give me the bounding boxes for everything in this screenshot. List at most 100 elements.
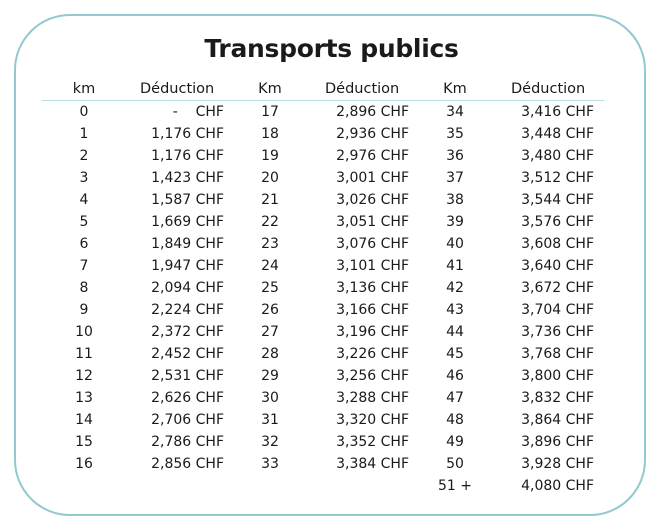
km-cell: 41 — [446, 258, 464, 274]
deduction-cell: 3,864 CHF — [521, 412, 594, 428]
deduction-cell: 3,352 CHF — [336, 434, 409, 450]
km-cell: 11 — [75, 346, 93, 362]
deduction-cell: 3,166 CHF — [336, 302, 409, 318]
deduction-cell: 2,626 CHF — [151, 390, 224, 406]
km-cell: 42 — [446, 280, 464, 296]
deduction-cell: 3,608 CHF — [521, 236, 594, 252]
deduction-cell: 1,947 CHF — [151, 258, 224, 274]
km-cell: 0 — [79, 104, 89, 120]
table-row: 7 1,947 CHF 24 3,101 CHF 41 3,640 CHF — [42, 255, 604, 277]
table-row: 13 2,626 CHF 30 3,288 CHF 47 3,832 CHF — [42, 387, 604, 409]
table-row: 14 2,706 CHF 31 3,320 CHF 48 3,864 CHF — [42, 409, 604, 431]
header-deduction-2: Déduction — [325, 81, 400, 97]
km-cell: 7 — [79, 258, 89, 274]
deduction-cell: 2,896 CHF — [336, 104, 409, 120]
deduction-cell: 3,832 CHF — [521, 390, 594, 406]
km-cell: 37 — [446, 170, 464, 186]
deduction-cell: 3,416 CHF — [521, 104, 594, 120]
km-cell: 27 — [261, 324, 279, 340]
km-cell: 26 — [261, 302, 279, 318]
km-cell: 47 — [446, 390, 464, 406]
table-row: 9 2,224 CHF 26 3,166 CHF 43 3,704 CHF — [42, 299, 604, 321]
km-cell: 13 — [75, 390, 93, 406]
page-title: Transports publics — [204, 34, 459, 63]
km-cell: 9 — [79, 302, 89, 318]
km-cell: 35 — [446, 126, 464, 142]
km-cell: 16 — [75, 456, 93, 472]
km-cell: 48 — [446, 412, 464, 428]
km-cell: 30 — [261, 390, 279, 406]
deduction-cell: 3,101 CHF — [336, 258, 409, 274]
table-row: 4 1,587 CHF 21 3,026 CHF 38 3,544 CHF — [42, 189, 604, 211]
deduction-cell: 3,704 CHF — [521, 302, 594, 318]
table-row: 11 2,452 CHF 28 3,226 CHF 45 3,768 CHF — [42, 343, 604, 365]
km-cell: 21 — [261, 192, 279, 208]
table-row: 0 - CHF 17 2,896 CHF 34 3,416 CHF — [42, 101, 604, 123]
deduction-cell: 3,026 CHF — [336, 192, 409, 208]
km-cell: 32 — [261, 434, 279, 450]
header-km-1: km — [72, 81, 96, 97]
table-row: 12 2,531 CHF 29 3,256 CHF 46 3,800 CHF — [42, 365, 604, 387]
table-row: 3 1,423 CHF 20 3,001 CHF 37 3,512 CHF — [42, 167, 604, 189]
deduction-cell: 2,936 CHF — [336, 126, 409, 142]
deduction-cell: 1,176 CHF — [151, 126, 224, 142]
km-cell: 23 — [261, 236, 279, 252]
km-cell: 20 — [261, 170, 279, 186]
km-cell: 39 — [446, 214, 464, 230]
km-cell: 1 — [79, 126, 89, 142]
deduction-cell: 3,896 CHF — [521, 434, 594, 450]
km-cell: 6 — [79, 236, 89, 252]
deduction-cell: 3,076 CHF — [336, 236, 409, 252]
table-body: 0- CHF 17 2,896 CHF 34 3,416 CHF 1 1,176 CHF 18… — [42, 101, 604, 497]
deduction-cell: 3,256 CHF — [336, 368, 409, 384]
deduction-cell: 3,544 CHF — [521, 192, 594, 208]
table-row: 2 1,176 CHF 19 2,976 CHF 36 3,480 CHF — [42, 145, 604, 167]
deduction-cell: 2,856 CHF — [151, 456, 224, 472]
km-cell: 18 — [261, 126, 279, 142]
km-cell: 46 — [446, 368, 464, 384]
km-cell: 36 — [446, 148, 464, 164]
km-cell: 14 — [75, 412, 93, 428]
table-row: 8 2,094 CHF 25 3,136 CHF 42 3,672 CHF — [42, 277, 604, 299]
table-row: 6 1,849 CHF 23 3,076 CHF 40 3,608 CHF — [42, 233, 604, 255]
deduction-cell: 3,384 CHF — [336, 456, 409, 472]
km-cell: 33 — [261, 456, 279, 472]
deduction-cell: 3,320 CHF — [336, 412, 409, 428]
km-cell: 44 — [446, 324, 464, 340]
deduction-cell: 3,672 CHF — [521, 280, 594, 296]
deduction-table: km Déduction Km Déduction Km Déduction 0… — [42, 79, 604, 497]
km-cell: 4 — [79, 192, 89, 208]
deduction-cell: 1,176 CHF — [151, 148, 224, 164]
deduction-cell: 2,706 CHF — [151, 412, 224, 428]
deduction-cell: 3,448 CHF — [521, 126, 594, 142]
km-cell: 51 + — [438, 478, 472, 494]
deduction-cell: 3,576 CHF — [521, 214, 594, 230]
km-cell: 50 — [446, 456, 464, 472]
deduction-cell: 3,051 CHF — [336, 214, 409, 230]
deduction-cell: 3,288 CHF — [336, 390, 409, 406]
deduction-cell: 1,587 CHF — [151, 192, 224, 208]
header-deduction-3: Déduction — [511, 81, 586, 97]
deduction-cell: 4,080 CHF — [521, 478, 594, 494]
km-cell: 43 — [446, 302, 464, 318]
header-km-3: Km — [443, 81, 467, 97]
deduction-cell: 3,768 CHF — [521, 346, 594, 362]
km-cell: 17 — [261, 104, 279, 120]
km-cell: 12 — [75, 368, 93, 384]
table-card — [14, 14, 646, 516]
km-cell: 45 — [446, 346, 464, 362]
table-row: 5 1,669 CHF 22 3,051 CHF 39 3,576 CHF — [42, 211, 604, 233]
table-row: 15 2,786 CHF 32 3,352 CHF 49 3,896 CHF — [42, 431, 604, 453]
table-row: 10 2,372 CHF 27 3,196 CHF 44 3,736 CHF — [42, 321, 604, 343]
km-cell: 5 — [79, 214, 89, 230]
deduction-cell: 2,224 CHF — [151, 302, 224, 318]
deduction-cell: 3,928 CHF — [521, 456, 594, 472]
km-cell: 15 — [75, 434, 93, 450]
deduction-cell: 2,786 CHF — [151, 434, 224, 450]
deduction-cell: 2,452 CHF — [151, 346, 224, 362]
km-cell: 25 — [261, 280, 279, 296]
deduction-cell: 2,976 CHF — [336, 148, 409, 164]
deduction-cell: 3,196 CHF — [336, 324, 409, 340]
deduction-cell: 3,512 CHF — [521, 170, 594, 186]
deduction-cell: 3,226 CHF — [336, 346, 409, 362]
